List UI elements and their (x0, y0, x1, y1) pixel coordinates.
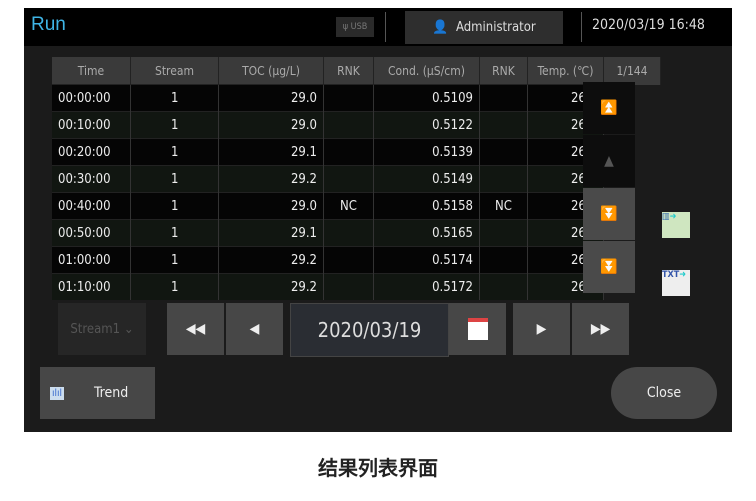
table-cell: 0.5122 (373, 111, 480, 139)
table-cell: 1 (130, 138, 219, 166)
table-cell (323, 111, 374, 139)
table-cell: 0.5109 (373, 84, 480, 112)
prev-day-button[interactable]: ◀ (226, 303, 283, 355)
table-cell (479, 138, 528, 166)
table-cell (323, 219, 374, 247)
table-cell: 00:10:00 (52, 111, 131, 139)
column-header: Cond. (μS/cm) (373, 57, 480, 85)
table-cell: 29.2 (218, 165, 324, 193)
column-header: RNK (323, 57, 374, 85)
chevron-down-icon: ⌄ (123, 321, 134, 337)
table-cell: 1 (130, 111, 219, 139)
table-cell: 1 (130, 273, 219, 300)
close-button[interactable]: Close (611, 367, 717, 419)
header: Run ψ USB 👤 Administrator 2020/03/19 16:… (24, 8, 732, 46)
date-display: 2020/03/19 (290, 303, 449, 357)
last-page-button[interactable]: ⏬ (583, 241, 635, 293)
table-cell: NC (479, 192, 528, 220)
results-table: Time Stream TOC (μg/L) RNK Cond. (μS/cm) RNK T… (52, 57, 661, 300)
next-page-button[interactable]: ⏬ (583, 188, 635, 240)
table-cell: 0.5149 (373, 165, 480, 193)
table-cell (323, 84, 374, 112)
calendar-icon (467, 318, 488, 340)
table-cell (479, 273, 528, 300)
table-cell (323, 273, 374, 300)
prev-page-button[interactable]: ▲ (583, 135, 635, 187)
table-cell: 26.2 (527, 111, 604, 139)
column-header: Temp. (℃) (527, 57, 604, 85)
usb-indicator: ψ USB (336, 17, 374, 37)
user-icon: 👤 (432, 20, 456, 35)
table-cell (323, 138, 374, 166)
table-cell (323, 165, 374, 193)
table-cell (479, 84, 528, 112)
trend-chart-icon: ılıl (50, 386, 64, 400)
table-cell: 0.5139 (373, 138, 480, 166)
table-cell (479, 111, 528, 139)
table-cell: 29.2 (218, 273, 324, 300)
table-cell: 29.1 (218, 219, 324, 247)
table-cell: 29.0 (218, 192, 324, 220)
export-txt-icon[interactable]: TXT➜ (662, 270, 690, 296)
table-cell: 0.5174 (373, 246, 480, 274)
usb-icon: ψ (342, 22, 351, 32)
table-cell: 00:40:00 (52, 192, 131, 220)
table-cell: 00:20:00 (52, 138, 131, 166)
table-cell: 1 (130, 192, 219, 220)
datetime: 2020/03/19 16:48 (592, 17, 705, 33)
table-cell: 0.5158 (373, 192, 480, 220)
table-cell (479, 165, 528, 193)
table-cell: 29.1 (218, 138, 324, 166)
table-cell: 0.5165 (373, 219, 480, 247)
table-cell (323, 246, 374, 274)
table-cell: NC (323, 192, 374, 220)
stream-select[interactable]: Stream1 ⌄ (58, 303, 146, 355)
user-button[interactable]: 👤 Administrator (405, 11, 563, 44)
first-page-button[interactable]: ⏫ (583, 82, 635, 134)
next-week-button[interactable]: ▶▶ (572, 303, 629, 355)
prev-week-button[interactable]: ◀◀ (167, 303, 224, 355)
divider (385, 12, 386, 42)
page-nav: ⏫ ▲ ⏬ ⏬ (583, 82, 637, 294)
table-cell: 0.5172 (373, 273, 480, 300)
caption: 结果列表界面 (318, 456, 438, 480)
table-cell: 1 (130, 84, 219, 112)
table-cell: 01:00:00 (52, 246, 131, 274)
table-cell: 29.0 (218, 84, 324, 112)
table-cell: 1 (130, 219, 219, 247)
column-header: Time (52, 57, 131, 85)
column-header: TOC (μg/L) (218, 57, 324, 85)
column-header: RNK (479, 57, 528, 85)
column-header: Stream (130, 57, 219, 85)
table-cell: 29.2 (218, 246, 324, 274)
table-cell: 1 (130, 165, 219, 193)
page-title: Run (31, 14, 66, 35)
table-cell: 29.0 (218, 111, 324, 139)
next-day-button[interactable]: ▶ (513, 303, 570, 355)
divider (581, 12, 582, 42)
main-panel: Time Stream TOC (μg/L) RNK Cond. (μS/cm) RNK T… (24, 46, 732, 432)
table-cell: 1 (130, 246, 219, 274)
calendar-button[interactable] (449, 303, 506, 355)
table-cell: 00:50:00 (52, 219, 131, 247)
export-chart-icon[interactable]: ▥➜ (662, 212, 690, 238)
screen: Run ψ USB 👤 Administrator 2020/03/19 16:… (24, 8, 732, 432)
table-cell: 01:10:00 (52, 273, 131, 300)
table-cell (479, 219, 528, 247)
trend-button[interactable]: ılıl Trend (40, 367, 155, 419)
column-header: 1/144 (603, 57, 661, 85)
table-cell: 00:00:00 (52, 84, 131, 112)
table-cell (479, 246, 528, 274)
table-cell: 00:30:00 (52, 165, 131, 193)
